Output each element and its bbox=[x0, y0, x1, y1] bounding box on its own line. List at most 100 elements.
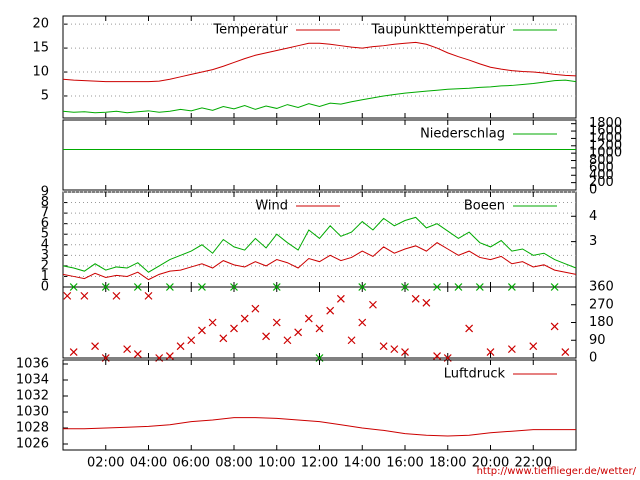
direction-mark bbox=[465, 324, 474, 333]
direction-mark bbox=[80, 291, 89, 300]
direction-mark bbox=[101, 283, 110, 291]
direction-mark bbox=[63, 291, 72, 300]
direction-mark bbox=[358, 318, 367, 327]
direction-mark bbox=[144, 291, 153, 300]
direction-mark bbox=[283, 336, 292, 345]
y-tick-label: 6 bbox=[41, 216, 49, 231]
x-tick-label: 16:00 bbox=[386, 456, 423, 471]
direction-mark bbox=[272, 283, 281, 291]
x-tick-label: 22:00 bbox=[515, 456, 552, 471]
direction-mark bbox=[230, 324, 238, 333]
y2-tick-label: 180 bbox=[589, 315, 614, 330]
direction-mark bbox=[529, 342, 538, 351]
direction-mark bbox=[165, 352, 174, 360]
footer-url: http://www.tiefflieger.de/wetter/ bbox=[477, 466, 637, 477]
y2-tick-label: 200 bbox=[589, 175, 614, 190]
y-tick-label: 1026 bbox=[16, 437, 49, 452]
legend-label: Taupunkttemperatur bbox=[371, 23, 506, 38]
y-tick-label: 15 bbox=[32, 41, 49, 56]
direction-mark bbox=[550, 283, 559, 291]
legend-label: Niederschlag bbox=[420, 127, 505, 142]
direction-mark bbox=[240, 314, 249, 323]
y-tick-label: 1030 bbox=[16, 405, 49, 420]
direction-mark bbox=[69, 348, 78, 357]
y-tick-label: 5 bbox=[41, 88, 49, 103]
direction-mark bbox=[198, 283, 206, 291]
y-tick-label: 8 bbox=[41, 195, 49, 210]
direction-mark bbox=[315, 324, 324, 333]
legend-label: Wind bbox=[255, 199, 288, 214]
direction-mark bbox=[336, 294, 345, 303]
direction-mark bbox=[176, 342, 185, 351]
y-tick-label: 1034 bbox=[16, 373, 49, 388]
direction-mark bbox=[411, 294, 420, 303]
direction-mark bbox=[379, 342, 388, 351]
y-tick-label: 3 bbox=[41, 248, 49, 263]
direction-mark bbox=[507, 345, 516, 354]
direction-mark bbox=[454, 283, 463, 291]
y-tick-label: 0 bbox=[41, 280, 49, 295]
direction-mark bbox=[561, 348, 570, 357]
y2-tick-label: 4 bbox=[589, 209, 597, 224]
direction-mark bbox=[475, 283, 484, 291]
y2-tick-label: 1400 bbox=[589, 131, 622, 146]
direction-mark bbox=[112, 291, 121, 300]
data-line bbox=[62, 79, 577, 114]
y2-tick-label: 360 bbox=[589, 280, 614, 295]
y-tick-label: 9 bbox=[41, 185, 49, 200]
direction-mark bbox=[165, 283, 174, 291]
x-tick-label: 04:00 bbox=[130, 456, 167, 471]
data-line bbox=[62, 216, 577, 273]
y-tick-label: 1032 bbox=[16, 389, 49, 404]
direction-mark bbox=[208, 318, 217, 327]
direction-mark bbox=[390, 345, 399, 354]
y2-tick-label: 1800 bbox=[589, 116, 622, 131]
direction-mark bbox=[358, 283, 367, 291]
x-tick-label: 18:00 bbox=[429, 456, 466, 471]
direction-mark bbox=[230, 283, 238, 291]
y-tick-label: 2 bbox=[41, 258, 49, 273]
legend-label: Boeen bbox=[464, 199, 505, 214]
data-line bbox=[62, 41, 577, 83]
y2-tick-label: 270 bbox=[589, 297, 614, 312]
direction-mark bbox=[433, 283, 441, 291]
data-line bbox=[63, 417, 576, 437]
direction-mark bbox=[262, 332, 270, 341]
direction-mark bbox=[272, 318, 281, 327]
x-tick-label: 02:00 bbox=[87, 456, 124, 471]
y2-tick-label: 90 bbox=[589, 333, 606, 348]
y2-tick-label: 3 bbox=[589, 234, 597, 249]
direction-mark bbox=[133, 283, 142, 291]
x-tick-label: 10:00 bbox=[258, 456, 295, 471]
y2-tick-label: 1600 bbox=[589, 124, 622, 139]
direction-mark bbox=[304, 314, 313, 323]
direction-mark bbox=[433, 352, 441, 360]
panel-frame bbox=[62, 286, 577, 359]
direction-mark bbox=[187, 336, 196, 345]
direction-mark bbox=[91, 342, 99, 351]
x-tick-label: 06:00 bbox=[173, 456, 210, 471]
direction-mark bbox=[294, 328, 303, 337]
direction-mark bbox=[133, 350, 142, 358]
direction-mark bbox=[486, 348, 495, 357]
direction-mark bbox=[401, 283, 409, 291]
legend-label: Temperatur bbox=[212, 23, 288, 38]
y2-tick-label: 800 bbox=[589, 153, 614, 168]
y2-tick-label: 0 bbox=[589, 351, 597, 366]
direction-mark bbox=[401, 348, 409, 357]
data-line bbox=[62, 242, 577, 281]
direction-mark bbox=[198, 326, 206, 335]
direction-mark bbox=[69, 283, 78, 291]
x-tick-label: 14:00 bbox=[344, 456, 381, 471]
direction-mark bbox=[326, 306, 335, 315]
y2-tick-label: 0 bbox=[589, 183, 597, 198]
y-tick-label: 5 bbox=[41, 227, 49, 242]
direction-mark bbox=[219, 334, 228, 343]
direction-mark bbox=[550, 322, 559, 331]
x-tick-label: 12:00 bbox=[301, 456, 338, 471]
y-tick-label: 10 bbox=[32, 65, 49, 80]
direction-mark bbox=[347, 336, 356, 345]
direction-mark bbox=[422, 298, 431, 307]
y2-tick-label: 600 bbox=[589, 160, 614, 175]
